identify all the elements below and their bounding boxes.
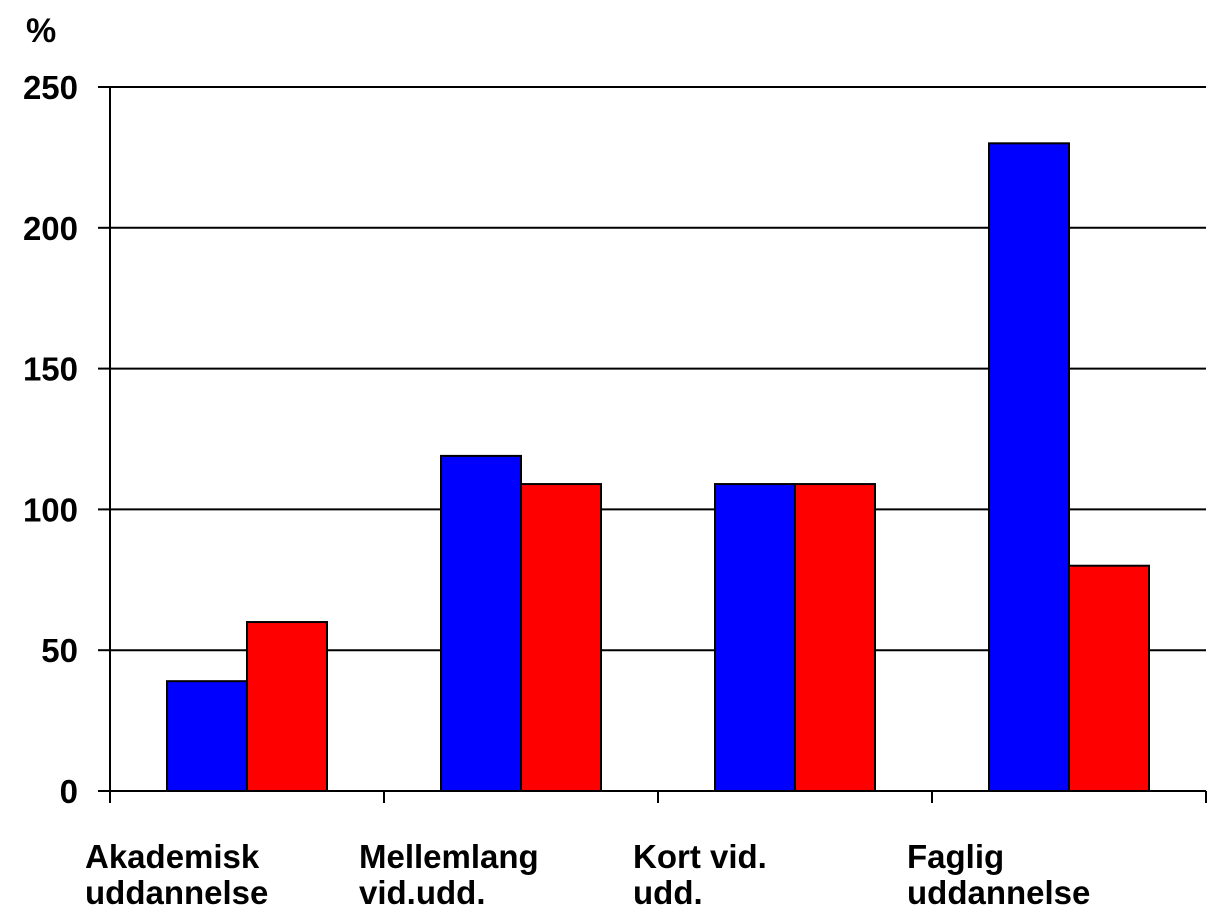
y-tick-label: 150 <box>23 351 78 388</box>
x-category-label: uddannelse <box>907 874 1090 911</box>
bar-2-0 <box>714 483 796 792</box>
bars <box>166 142 1150 793</box>
bar-1-0 <box>440 454 522 792</box>
y-tick-labels: 0 50 100 150 200 250 <box>23 69 78 810</box>
x-category-label: udd. <box>633 874 703 911</box>
x-category-label: Faglig <box>907 838 1004 875</box>
y-tick-label: 0 <box>60 773 78 810</box>
bar-3-1 <box>1068 564 1150 792</box>
bar-1-1 <box>520 483 602 792</box>
x-category-label: Kort vid. <box>633 838 767 875</box>
axes <box>98 86 1207 803</box>
x-category-label: Mellemlang <box>359 838 539 875</box>
bar-0-0 <box>166 680 248 793</box>
bar-3-0 <box>988 142 1070 792</box>
y-axis-label: % <box>26 12 56 50</box>
x-category-label: vid.udd. <box>359 874 486 911</box>
y-tick-label: 100 <box>23 491 78 528</box>
bar-0-1 <box>246 621 328 792</box>
y-tick-label: 200 <box>23 210 78 247</box>
x-category-labels: AkademiskuddannelseMellemlangvid.udd.Kor… <box>85 838 1090 911</box>
x-category-label: Akademisk <box>85 838 260 875</box>
x-category-label: uddannelse <box>85 874 268 911</box>
y-tick-label: 50 <box>41 632 78 669</box>
bar-2-1 <box>794 483 876 792</box>
y-tick-label: 250 <box>23 69 78 106</box>
